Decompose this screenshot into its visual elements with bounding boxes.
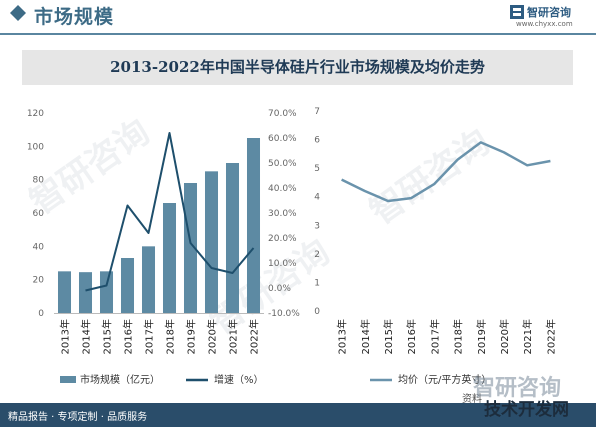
brand-logo: 智研咨询 www.chyxx.com <box>510 4 590 32</box>
header-divider <box>0 33 596 35</box>
bar <box>99 271 114 313</box>
right-axis-tick-label: 10.0% <box>268 259 297 269</box>
bar <box>120 258 135 313</box>
bar <box>183 183 198 313</box>
growth-line <box>85 132 255 292</box>
legend-label: 增速（%） <box>214 373 264 386</box>
bar <box>162 203 177 313</box>
x-tick-label: 2017年 <box>143 319 156 354</box>
header-title-block <box>0 0 160 26</box>
bar <box>78 272 93 313</box>
bar <box>246 138 261 313</box>
footer-services: 精品报告 · 专项定制 · 品质服务 <box>8 412 148 423</box>
x-tick-label: 2017年 <box>428 319 441 354</box>
brand-name: 智研咨询 <box>527 6 571 19</box>
right-axis-tick-label: 20.0% <box>268 234 297 244</box>
x-tick-label: 2015年 <box>101 319 114 354</box>
right-axis-tick-label: 40.0% <box>268 184 297 194</box>
x-tick-label: 2016年 <box>122 319 135 354</box>
x-tick-label: 2021年 <box>521 319 534 354</box>
x-tick-label: 2013年 <box>59 319 72 354</box>
left-axis-tick-label: 80 <box>33 176 45 186</box>
right-axis-tick-label: 30.0% <box>268 209 297 219</box>
legend-label: 均价（元/平方英寸） <box>398 373 491 386</box>
bar <box>57 271 72 313</box>
right-axis-tick-label: 60.0% <box>268 134 297 144</box>
brand-mark-icon <box>510 5 524 19</box>
left-axis-tick-label: 20 <box>33 276 45 286</box>
watermark-overlay-site: 技术开发网 <box>484 400 569 420</box>
x-tick-label: 2021年 <box>227 319 240 354</box>
legend-label: 市场规模（亿元） <box>80 373 160 386</box>
header-title: 市场规模 <box>34 6 115 28</box>
price-axis-tick-label: 0 <box>314 307 320 317</box>
x-tick-label: 2015年 <box>382 319 395 354</box>
watermark-overlay: 智研咨询 <box>473 376 562 401</box>
price-axis-tick-label: 5 <box>314 164 320 174</box>
left-axis-tick-label: 60 <box>33 209 45 219</box>
x-tick-label: 2020年 <box>498 319 511 354</box>
price-axis-tick-label: 2 <box>314 250 320 260</box>
bar <box>225 163 240 313</box>
left-axis-tick-label: 120 <box>27 109 44 119</box>
price-axis-tick-label: 3 <box>314 221 320 231</box>
x-tick-label: 2014年 <box>359 319 372 354</box>
x-tick-label: 2018年 <box>164 319 177 354</box>
footer-source: 资料 <box>462 394 482 405</box>
right-axis-tick-label: 0.0% <box>268 284 291 294</box>
brand-url: www.chyxx.com <box>516 20 573 28</box>
left-axis-tick-label: 40 <box>33 242 45 252</box>
right-axis-tick-label: -10.0% <box>268 309 300 319</box>
price-axis-tick-label: 7 <box>314 107 320 117</box>
footer-bar: 精品报告 · 专项定制 · 品质服务 <box>0 403 596 427</box>
chart-title-box: 2013-2022年中国半导体硅片行业市场规模及均价走势 <box>22 50 573 85</box>
x-tick-label: 2018年 <box>452 319 465 354</box>
x-tick-label: 2022年 <box>248 319 261 354</box>
bar <box>141 246 156 313</box>
legend-swatch-bar <box>60 376 76 383</box>
right-axis-tick-label: 50.0% <box>268 159 297 169</box>
price-line <box>341 141 551 203</box>
bar <box>204 171 219 313</box>
x-tick-label: 2022年 <box>544 319 557 354</box>
left-axis-tick-label: 100 <box>27 142 44 152</box>
left-axis-tick-label: 0 <box>38 309 44 319</box>
diamond-icon <box>10 5 26 21</box>
x-tick-label: 2020年 <box>206 319 219 354</box>
header-bar: 市场规模 智研咨询 www.chyxx.com <box>0 0 596 35</box>
price-axis-tick-label: 6 <box>314 136 320 146</box>
x-tick-label: 2013年 <box>336 319 349 354</box>
chart-title: 2013-2022年中国半导体硅片行业市场规模及均价走势 <box>110 58 485 76</box>
price-axis-tick-label: 4 <box>314 193 320 203</box>
x-tick-label: 2016年 <box>405 319 418 354</box>
x-tick-label: 2019年 <box>185 319 198 354</box>
right-axis-tick-label: 70.0% <box>268 109 297 119</box>
x-tick-label: 2014年 <box>80 319 93 354</box>
price-axis-tick-label: 1 <box>314 278 320 288</box>
x-tick-label: 2019年 <box>475 319 488 354</box>
